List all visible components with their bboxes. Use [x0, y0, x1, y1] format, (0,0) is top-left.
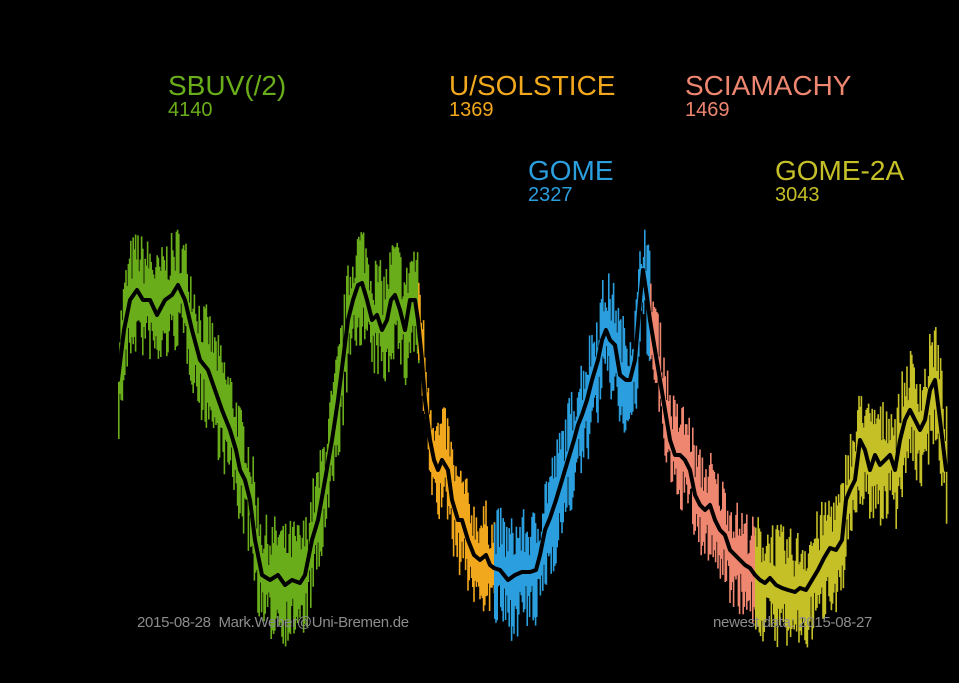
instrument-count: 1469: [685, 99, 730, 121]
daily-data-bars: [118, 229, 948, 648]
instrument-name: U/SOLSTICE: [449, 70, 616, 101]
instrument-name: SBUV(/2): [168, 70, 287, 101]
smoothed-line-segment: [753, 378, 948, 594]
instrument-count: 4140: [168, 99, 213, 121]
series-sbuv-2-: [118, 229, 420, 647]
smoothed-line-segment: [648, 318, 757, 577]
label-gome: GOME 2327: [528, 155, 614, 206]
label-gome2a: GOME-2A 3043: [775, 155, 905, 206]
smoothed-line-segment: [416, 318, 496, 570]
instrument-count: 3043: [775, 184, 820, 206]
label-solstice: U/SOLSTICE 1369: [449, 70, 616, 121]
series-sciamachy: [650, 283, 756, 623]
footer-newest-data: newest data: 2015-08-27: [713, 614, 873, 631]
instrument-name: GOME-2A: [775, 155, 905, 186]
series-gome: [494, 229, 651, 641]
instrument-count: 2327: [528, 184, 573, 206]
label-sbuv: SBUV(/2) 4140: [168, 70, 287, 121]
instrument-name: GOME: [528, 155, 614, 186]
instrument-count: 1369: [449, 99, 494, 121]
footer-author: 2015-08-28 Mark.Weber@Uni-Bremen.de: [137, 614, 409, 631]
smoothed-line-segment: [492, 268, 652, 582]
smoothed-line-segment: [116, 281, 420, 587]
smoothed-line: [116, 268, 948, 594]
instrument-name: SCIAMACHY: [685, 70, 852, 101]
label-sciamachy: SCIAMACHY 1469: [685, 70, 852, 121]
